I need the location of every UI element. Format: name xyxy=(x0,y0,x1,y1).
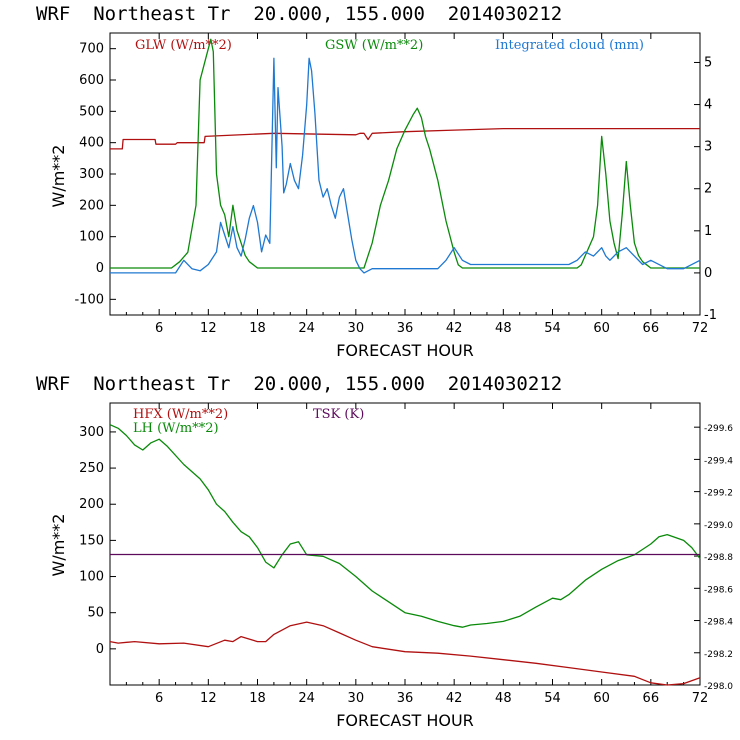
y2-tick-label: -1 xyxy=(704,308,717,323)
x-tick-label: 48 xyxy=(495,691,512,706)
chart2-legend-tsk: TSK (K) xyxy=(313,407,364,422)
x-tick-label: 42 xyxy=(446,691,463,706)
y2-tick-label: 0 xyxy=(704,266,712,281)
y2-tick-label: -298.6 xyxy=(704,585,733,595)
x-tick-label: 36 xyxy=(397,321,414,336)
x-tick-label: 18 xyxy=(249,691,266,706)
x-tick-label: 54 xyxy=(544,691,561,706)
chart1-title: WRF Northeast Tr 20.000, 155.000 2014030… xyxy=(36,3,562,25)
chart1-y-label: W/m**2 xyxy=(49,145,68,208)
y-tick-label: 250 xyxy=(79,461,104,476)
series-line-hfx xyxy=(109,621,701,686)
y2-tick-label: 1 xyxy=(704,224,712,239)
y-tick-label: 600 xyxy=(79,73,104,88)
chart2-plot-frame xyxy=(109,402,701,686)
x-tick-label: 72 xyxy=(692,321,709,336)
chart2-y-axis-left: 0 50 100 150 200 250 300 xyxy=(79,425,116,657)
y2-tick-label: -298.2 xyxy=(704,650,733,660)
y-tick-label: 100 xyxy=(79,570,104,585)
chart1-legend-cloud: Integrated cloud (mm) xyxy=(495,38,644,53)
y-tick-label: 400 xyxy=(79,136,104,151)
chart2-x-axis: 6 12 18 24 30 36 42 48 54 60 66 72 xyxy=(125,403,709,706)
x-tick-label: 54 xyxy=(544,321,561,336)
x-tick-label: 60 xyxy=(593,321,610,336)
x-tick-label: 30 xyxy=(348,691,365,706)
chart2-title: WRF Northeast Tr 20.000, 155.000 2014030… xyxy=(36,373,562,395)
chart1-plot-frame xyxy=(109,32,701,316)
chart1-x-label: FORECAST HOUR xyxy=(336,341,474,360)
y-tick-label: -100 xyxy=(74,292,104,307)
y2-tick-label: 2 xyxy=(704,182,712,197)
chart1-series-group xyxy=(110,38,701,274)
y-tick-label: 150 xyxy=(79,533,104,548)
chart1-y-axis-right: -1 0 1 2 3 4 5 xyxy=(694,55,717,323)
y2-tick-label: 4 xyxy=(704,98,712,113)
x-tick-label: 30 xyxy=(348,321,365,336)
x-tick-label: 12 xyxy=(200,691,217,706)
chart2-legend-hfx: HFX (W/m**2) xyxy=(133,407,228,422)
y-tick-label: 100 xyxy=(79,230,104,245)
x-tick-label: 6 xyxy=(155,691,163,706)
x-tick-label: 36 xyxy=(397,691,414,706)
x-tick-label: 18 xyxy=(249,321,266,336)
x-tick-label: 72 xyxy=(692,691,709,706)
series-line-integrated xyxy=(110,57,701,274)
x-tick-label: 24 xyxy=(298,321,315,336)
x-tick-label: 42 xyxy=(446,321,463,336)
y-tick-label: 0 xyxy=(96,261,104,276)
chart2-y-label: W/m**2 xyxy=(49,514,68,577)
series-line-gsw xyxy=(110,38,700,269)
chart2-x-label: FORECAST HOUR xyxy=(336,711,474,730)
chart1-legend-glw: GLW (W/m**2) xyxy=(135,38,232,53)
x-tick-label: 12 xyxy=(200,321,217,336)
y2-tick-label: -299.4 xyxy=(704,456,733,466)
y2-tick-label: 5 xyxy=(704,55,712,70)
y2-tick-label: -299.2 xyxy=(704,489,733,499)
chart1-legend-gsw: GSW (W/m**2) xyxy=(325,38,423,53)
x-tick-label: 66 xyxy=(643,321,660,336)
y2-tick-label: -298.0 xyxy=(704,682,733,692)
y2-tick-label: -299.6 xyxy=(704,424,733,434)
y-tick-label: 300 xyxy=(79,425,104,440)
x-tick-label: 66 xyxy=(643,691,660,706)
y-tick-label: 300 xyxy=(79,167,104,182)
y-tick-label: 200 xyxy=(79,497,104,512)
y-tick-label: 0 xyxy=(96,642,104,657)
chart2-series-group xyxy=(109,424,701,686)
x-tick-label: 60 xyxy=(593,691,610,706)
y-tick-label: 50 xyxy=(87,606,104,621)
chart2-legend-lh: LH (W/m**2) xyxy=(133,421,219,436)
x-tick-label: 6 xyxy=(155,321,163,336)
series-line-glw xyxy=(110,127,700,150)
y2-tick-label: -298.8 xyxy=(704,553,733,563)
chart1-y-axis-left: -100 0 100 200 300 400 500 600 700 xyxy=(74,42,116,307)
y2-tick-label: 3 xyxy=(704,140,712,155)
y-tick-label: 500 xyxy=(79,104,104,119)
y-tick-label: 700 xyxy=(79,42,104,57)
y-tick-label: 200 xyxy=(79,198,104,213)
chart2-y-axis-right: -298.0 -298.2 -298.4 -298.6 -298.8 -299.0 -299… xyxy=(694,424,733,692)
y2-tick-label: -298.4 xyxy=(704,618,733,628)
y2-tick-label: -299.0 xyxy=(704,521,733,531)
x-tick-label: 24 xyxy=(298,691,315,706)
series-line-lh xyxy=(109,424,701,628)
x-tick-label: 48 xyxy=(495,321,512,336)
chart1-x-axis: 6 12 18 24 30 36 42 48 54 60 66 72 xyxy=(125,33,709,336)
